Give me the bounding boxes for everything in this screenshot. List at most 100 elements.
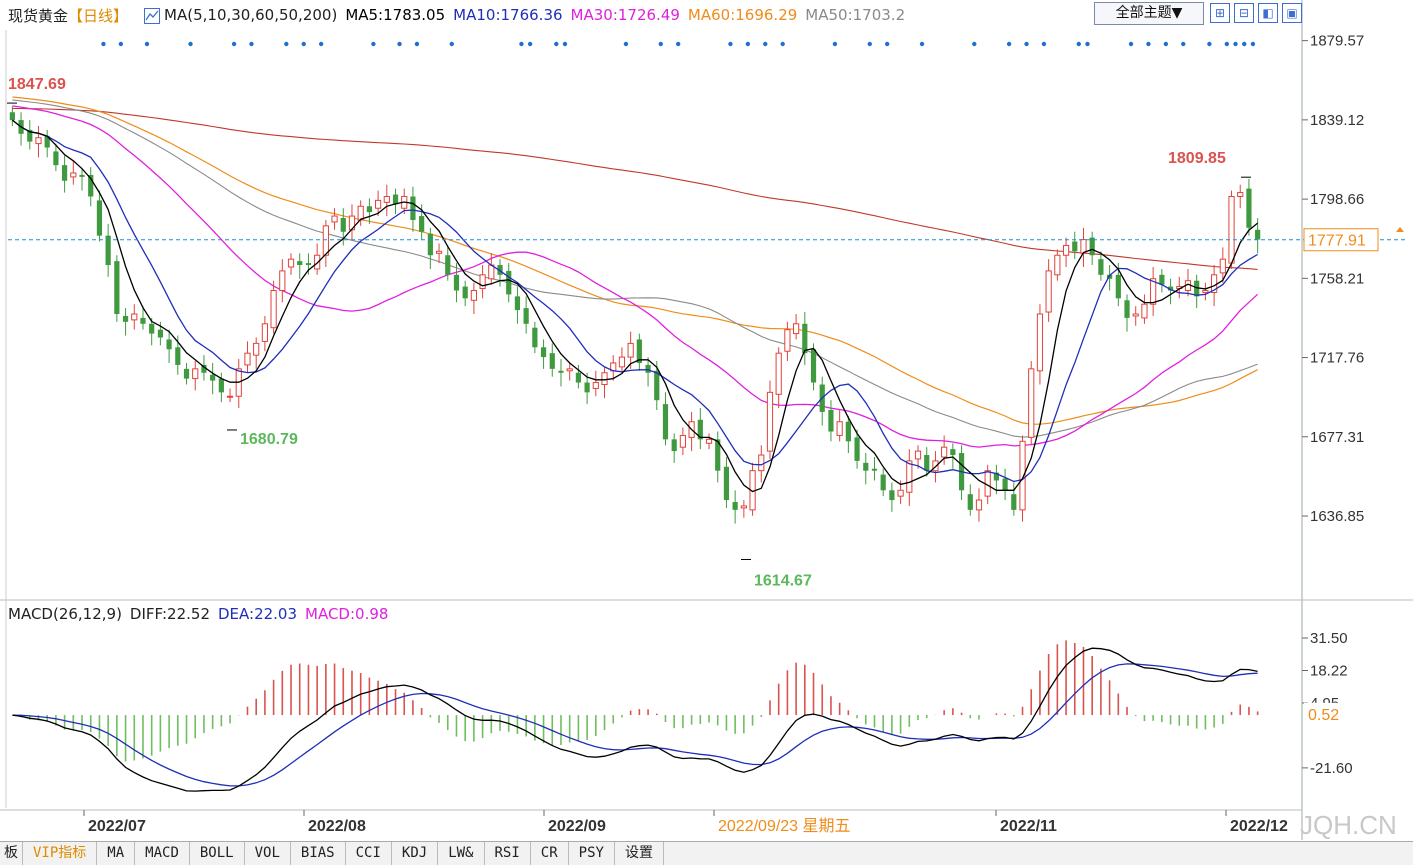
candle-body-down [201,364,207,373]
tab-vol[interactable]: VOL [245,842,291,865]
event-dot [1242,41,1247,47]
candle-body-up [758,454,765,472]
diff-line [12,647,1258,792]
tab-rsi[interactable]: RSI [485,842,531,865]
macd-macd-value: MACD:0.98 [305,605,389,623]
layout-grid-icon[interactable]: ⊞ [1210,3,1230,23]
candle-body-down [671,439,677,452]
candle-body-down [880,474,886,491]
macd-tick-label: 31.50 [1310,630,1348,647]
tab-board[interactable]: 板 [0,842,23,865]
event-dot [188,41,193,47]
candle-body-up [984,470,991,497]
event-dot [745,41,751,47]
price-tick-label: 1717.76 [1310,350,1364,367]
macd-dea-value: DEA:22.03 [217,605,298,623]
event-dot [658,41,663,47]
tab-kdj[interactable]: KDJ [392,842,439,865]
candle-body-down [27,129,33,142]
candle-body-down [114,261,120,314]
candle-body-down [854,437,860,461]
candle-body-down [1159,274,1165,285]
candle-body-up [679,434,686,448]
macd-title: MACD(26,12,9) [8,605,122,623]
tab-cr[interactable]: CR [531,842,569,865]
ma-params: MA(5,10,30,60,50,200) [164,6,338,24]
price-tick-label: 1636.85 [1310,508,1364,525]
event-dot [919,41,925,47]
ma10-value: MA10:1766.36 [453,6,563,24]
candle-body-down [1255,229,1261,240]
price-tick-label: 1677.31 [1310,429,1364,446]
candle-body-up [941,446,948,458]
candle-body-up [375,199,382,209]
candle-body-down [1107,274,1113,279]
period-label[interactable]: 【日线】 [68,6,129,25]
candle-body-down [105,235,111,266]
layout-single-icon[interactable]: ▣ [1282,3,1302,23]
event-dot [527,41,533,47]
tab-settings[interactable]: 设置 [615,842,664,865]
time-axis-label: 2022/07 [88,818,146,835]
event-dot [780,41,785,47]
tab-boll[interactable]: BOLL [190,842,245,865]
theme-dropdown-button[interactable]: 全部主题▼ [1094,2,1204,25]
event-dot [1085,41,1090,47]
cursor-date-label: 2022/09/23 星期五 [718,817,851,835]
candle-body-up [601,372,608,386]
candle-body-up [906,460,913,493]
candle-body-down [1124,300,1130,318]
event-dot [449,41,454,47]
candle-body-down [514,296,521,311]
event-dot [728,41,733,47]
candle-body-down [1089,237,1095,256]
ma30-line [12,105,1259,448]
event-dot [1181,41,1186,47]
candle-body-down [340,218,346,232]
candle-body-up [357,205,364,221]
event-dot [1146,41,1151,47]
candle-body-down [636,339,642,363]
event-dot [554,41,559,47]
extreme-price-label: 1809.85 [1168,150,1226,167]
candle-body-down [183,368,190,379]
ma60-line [12,96,1258,425]
event-dot [1024,41,1029,47]
candle-body-down [79,174,85,177]
event-dot [972,41,977,47]
ma10-line [11,119,1258,483]
candle-body-down [662,404,669,440]
ma-icon[interactable] [144,8,161,24]
instrument-name[interactable]: 现货黄金 [8,6,69,25]
tab-bias[interactable]: BIAS [291,842,346,865]
candle-body-up [253,342,260,356]
candle-body-down [645,364,651,373]
layout-columns-icon[interactable]: ⊟ [1234,3,1254,23]
event-dot [284,41,289,47]
candle-body-up [261,323,268,342]
candle-body-down [9,112,15,121]
extreme-price-label: 1847.69 [8,76,66,93]
event-dot [301,41,306,47]
macd-tick-label: 18.22 [1310,662,1348,679]
candle-body-down [828,409,834,432]
tab-lw[interactable]: LW& [438,842,485,865]
tab-vip-indicator[interactable]: VIP指标 [23,842,98,865]
candle-body-up [226,395,234,398]
price-tick-label: 1798.66 [1310,191,1364,208]
candle-body-up [287,258,295,268]
tab-ma[interactable]: MA [97,842,136,865]
candle-body-down [950,449,956,456]
candle-body-down [88,174,94,197]
layout-split-icon[interactable]: ◧ [1258,3,1278,23]
tab-cci[interactable]: CCI [346,842,392,865]
tab-psy[interactable]: PSY [569,842,615,865]
candle-body-up [331,215,338,223]
candle-body-up [1028,368,1035,438]
candle-body-down [297,261,303,266]
candle-body-up [314,254,321,270]
candle-body-down [149,323,155,334]
candle-body-down [210,374,216,381]
tab-macd[interactable]: MACD [135,842,190,865]
candle-body-down [445,255,451,275]
